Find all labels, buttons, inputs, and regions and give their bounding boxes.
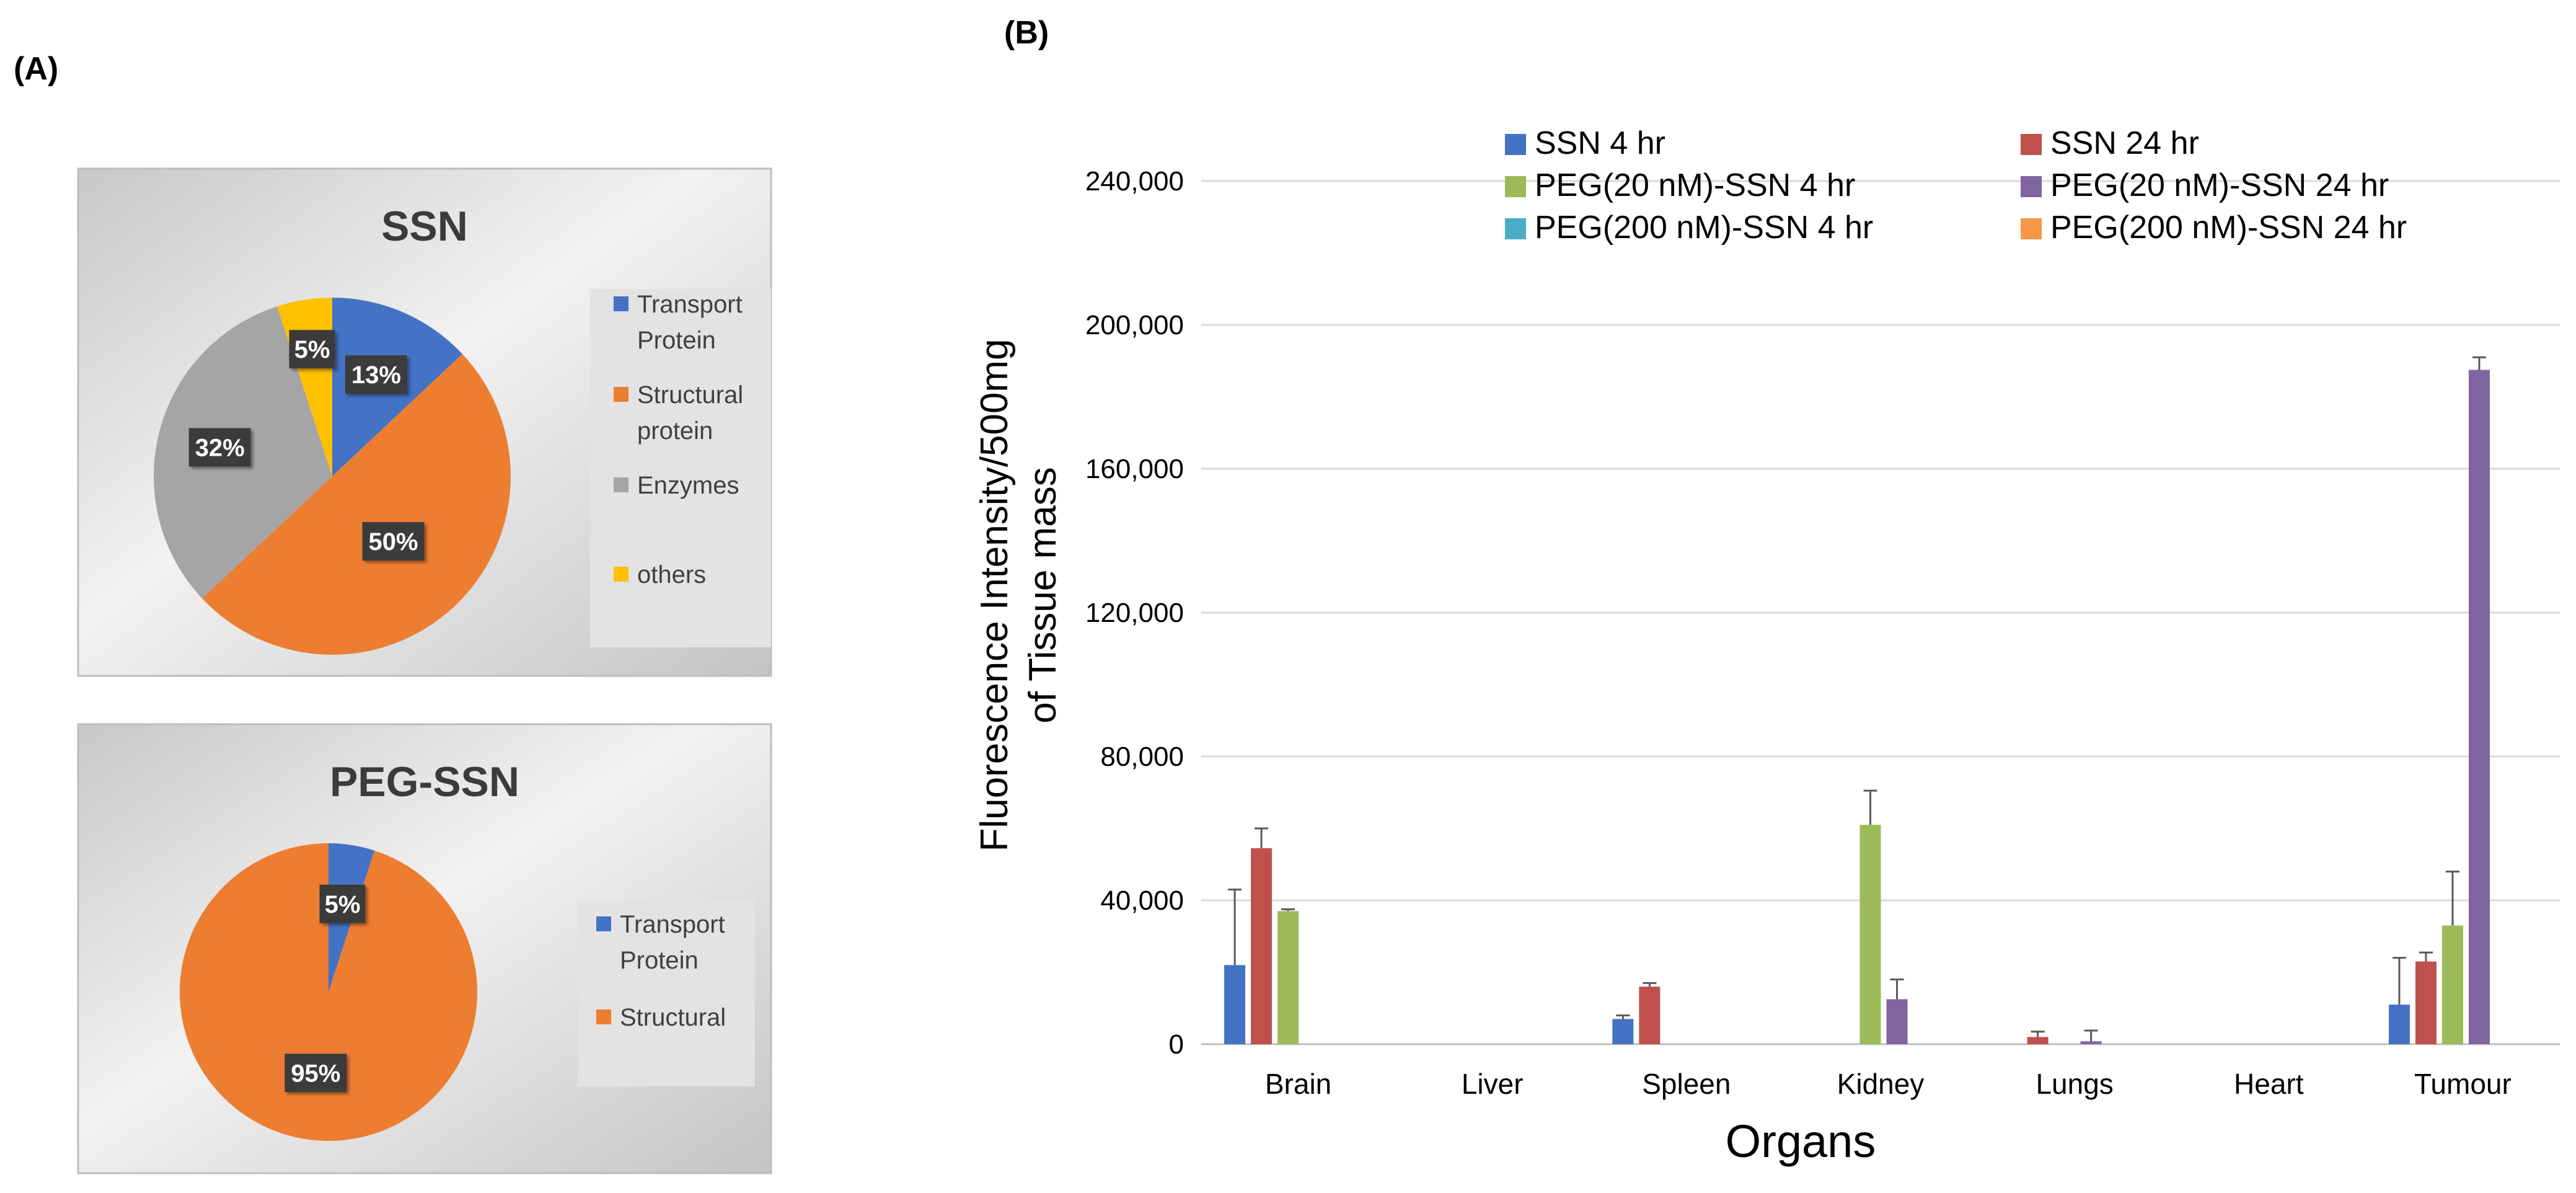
legend-swatch-enzymes	[614, 477, 629, 492]
legend-swatch-peg-200-nm-ssn-4-hr	[1505, 218, 1526, 239]
legend-swatch-transport-protein	[614, 296, 629, 311]
bar-peg-20-nm-ssn-4-hr-tumour	[2441, 925, 2463, 1044]
pie-slice-label-box	[345, 355, 407, 394]
bar-chart-bars	[1224, 370, 2490, 1044]
pie-slice-label-box	[285, 1053, 347, 1093]
panel-label-b: (B)	[1004, 15, 1049, 51]
pie-slice-label: 5%	[325, 891, 361, 918]
pie-chart-peg-ssn-slice-labels: 5% 95%	[285, 884, 366, 1093]
pie-slice-label: 95%	[291, 1060, 340, 1087]
pie-chart-ssn-legend: Transport Protein Structural protein Enzymes…	[614, 291, 743, 588]
pie-chart-peg-ssn-title: PEG-SSN	[330, 758, 519, 805]
bar-peg-20-nm-ssn-24-hr-tumour	[2468, 370, 2490, 1044]
bar-chart-x-tick-labels: Brain Liver Spleen Kidney Lungs Heart Tumour	[1265, 1068, 2512, 1100]
y-tick-label: 240,000	[1085, 166, 1184, 197]
legend-label-peg-20-nm-ssn-4-hr: PEG(20 nM)-SSN 4 hr	[1535, 167, 1855, 203]
legend-swatch-peg-20-nm-ssn-24-hr	[2021, 176, 2042, 197]
x-tick-label-liver: Liver	[1462, 1068, 1524, 1100]
pie-slice-structural	[180, 843, 478, 1141]
legend-label-ssn-24-hr: SSN 24 hr	[2050, 125, 2199, 161]
pie-chart-peg-ssn-legend: Transport Protein Structural	[596, 911, 726, 1031]
legend-label-ssn-4-hr: SSN 4 hr	[1535, 125, 1665, 161]
pie-slice-structural-protein	[202, 353, 511, 655]
bar-chart-y-axis-title-line-1: Fluorescence Intensity/500mg	[973, 339, 1016, 851]
x-tick-label-tumour: Tumour	[2414, 1068, 2512, 1100]
bar-chart-legend: SSN 4 hr SSN 24 hr PEG(20 nM)-SSN 4 hr PEG(…	[1505, 125, 2407, 246]
legend-label-peg-20-nm-ssn-24-hr: PEG(20 nM)-SSN 24 hr	[2050, 167, 2389, 203]
bar-ssn-24-hr-brain	[1251, 848, 1273, 1044]
x-tick-label-spleen: Spleen	[1642, 1068, 1731, 1100]
pie-slice-label: 50%	[369, 528, 418, 556]
bar-ssn-24-hr-spleen	[1639, 987, 1661, 1044]
panel-label-a: (A)	[14, 51, 58, 87]
legend-swatch-structural-protein	[614, 387, 629, 402]
legend-label: Transport	[637, 291, 743, 318]
legend-label: Protein	[637, 327, 716, 354]
pie-slice-label: 13%	[351, 361, 401, 389]
pie-slice-label-box	[362, 521, 425, 561]
bar-ssn-4-hr-tumour	[2388, 1005, 2410, 1044]
pie-slice-label-box	[319, 884, 366, 923]
bar-ssn-4-hr-brain	[1224, 965, 1246, 1044]
y-tick-label: 0	[1169, 1029, 1184, 1060]
legend-swatch-ssn-24-hr	[2021, 134, 2042, 155]
bar-ssn-24-hr-tumour	[2415, 961, 2437, 1044]
pie-slice-label: 5%	[294, 336, 330, 363]
bar-ssn-4-hr-spleen	[1612, 1019, 1634, 1044]
legend-label: Structural	[637, 381, 743, 409]
y-tick-label: 160,000	[1085, 454, 1184, 484]
pie-slice-label: 32%	[195, 434, 245, 461]
bar-peg-20-nm-ssn-24-hr-kidney	[1886, 999, 1908, 1044]
y-tick-label: 40,000	[1100, 885, 1184, 916]
bar-peg-20-nm-ssn-24-hr-lungs	[2080, 1041, 2102, 1044]
legend-swatch-peg-200-nm-ssn-24-hr	[2021, 218, 2042, 239]
legend-label-peg-200-nm-ssn-24-hr: PEG(200 nM)-SSN 24 hr	[2050, 210, 2407, 246]
pie-chart-peg-ssn: PEG-SSN 5% 95% Transport Protein Structural	[77, 723, 772, 1174]
bar-chart-error-bars	[1228, 356, 2486, 1042]
legend-label: Structural	[620, 1004, 726, 1031]
bar-peg-20-nm-ssn-4-hr-kidney	[1859, 825, 1881, 1044]
legend-label: Protein	[620, 947, 699, 974]
legend-label: Enzymes	[637, 472, 739, 499]
pie-slice-label-box	[188, 428, 251, 467]
y-tick-label: 120,000	[1085, 598, 1184, 628]
legend-swatch-transport-protein	[596, 916, 611, 931]
legend-swatch-others	[614, 567, 629, 582]
pie-chart-ssn-slice-labels: 13% 50% 32% 5%	[188, 330, 425, 561]
x-tick-label-lungs: Lungs	[2036, 1068, 2113, 1100]
bar-chart-y-tick-labels: 0 40,000 80,000 120,000 160,000 200,000 240,00…	[1085, 166, 1184, 1060]
x-tick-label-brain: Brain	[1265, 1068, 1331, 1100]
bar-chart-y-axis-title-line-2: of Tissue mass	[1021, 467, 1064, 723]
y-tick-label: 200,000	[1085, 310, 1184, 340]
y-tick-label: 80,000	[1100, 742, 1184, 772]
legend-label: Transport	[620, 911, 725, 938]
bar-ssn-24-hr-lungs	[2027, 1037, 2049, 1044]
legend-swatch-peg-20-nm-ssn-4-hr	[1505, 176, 1526, 197]
bar-chart-x-axis-title: Organs	[1726, 1115, 1876, 1167]
bar-peg-20-nm-ssn-4-hr-brain	[1277, 911, 1299, 1044]
legend-label: protein	[637, 417, 713, 445]
pie-chart-ssn: SSN 13% 50% 32% 5% Transport Protein Structur…	[77, 167, 772, 677]
legend-swatch-structural	[596, 1009, 611, 1024]
x-tick-label-heart: Heart	[2234, 1068, 2304, 1100]
legend-swatch-ssn-4-hr	[1505, 134, 1526, 155]
pie-chart-ssn-legend-box	[590, 289, 771, 647]
pie-chart-ssn-title: SSN	[381, 203, 468, 250]
x-tick-label-kidney: Kidney	[1837, 1068, 1925, 1100]
pie-slice-label-box	[289, 330, 335, 369]
legend-label-peg-200-nm-ssn-4-hr: PEG(200 nM)-SSN 4 hr	[1535, 210, 1873, 246]
bar-chart-organs: 0 40,000 80,000 120,000 160,000 200,000 240,00…	[973, 125, 2560, 1167]
legend-label: others	[637, 561, 706, 588]
